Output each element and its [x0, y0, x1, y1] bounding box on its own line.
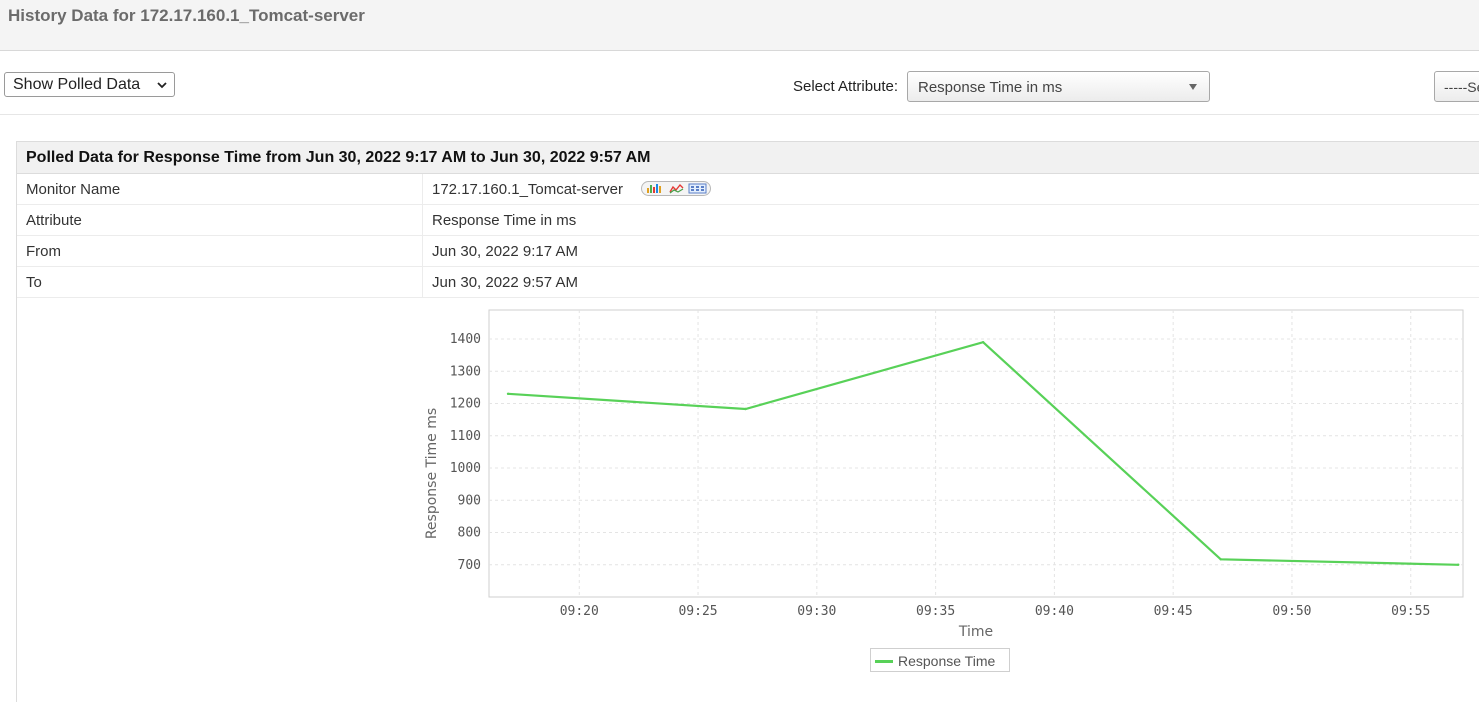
data-point	[506, 392, 510, 396]
legend-label: Response Time	[898, 653, 996, 669]
y-tick-label: 1300	[450, 364, 481, 379]
y-tick-label: 1400	[450, 332, 481, 347]
info-row-monitor-name: Monitor Name 172.17.160.1_Tomcat-server	[17, 174, 1479, 205]
legend-swatch	[875, 660, 893, 663]
data-point	[1219, 558, 1222, 561]
y-tick-label: 900	[458, 493, 481, 508]
attribute-select-value: Response Time in ms	[918, 79, 1063, 96]
y-axis-label: Response Time ms	[424, 408, 440, 539]
chart-type-switcher-icon[interactable]	[642, 182, 712, 195]
view-select[interactable]: Show Polled Data	[4, 72, 175, 97]
row-label: Monitor Name	[26, 181, 121, 198]
page-title: History Data for 172.17.160.1_Tomcat-ser…	[8, 6, 365, 25]
info-row-to: To Jun 30, 2022 9:57 AM	[17, 267, 1479, 298]
period-select-value: -----Select Period-----	[1444, 79, 1479, 95]
title-bar: History Data for 172.17.160.1_Tomcat-ser…	[0, 0, 1479, 51]
row-value: Jun 30, 2022 9:17 AM	[432, 243, 578, 260]
row-label: Attribute	[26, 212, 82, 229]
view-select-value: Show Polled Data	[13, 76, 141, 93]
chevron-down-icon	[157, 82, 167, 89]
y-tick-label: 1100	[450, 429, 481, 444]
row-value: Response Time in ms	[432, 212, 577, 229]
row-label: From	[26, 243, 61, 260]
x-tick-label: 09:30	[797, 604, 836, 619]
dropdown-arrow-icon	[1189, 84, 1197, 90]
row-label: To	[26, 274, 42, 291]
info-row-attribute: Attribute Response Time in ms	[17, 205, 1479, 236]
chart-legend[interactable]: Response Time	[870, 648, 1010, 672]
data-point	[1457, 563, 1460, 566]
data-point	[744, 407, 747, 411]
y-tick-label: 1000	[450, 461, 481, 476]
toolbar: Show Polled Data Select Attribute: Respo…	[0, 51, 1479, 115]
x-tick-label: 09:55	[1391, 604, 1430, 619]
info-row-from: From Jun 30, 2022 9:17 AM	[17, 236, 1479, 267]
chart-type-icons	[641, 181, 711, 196]
attribute-select[interactable]: Response Time in ms	[907, 71, 1210, 102]
x-axis-label: Time	[958, 624, 993, 640]
x-tick-label: 09:20	[560, 604, 599, 619]
period-select[interactable]: -----Select Period-----	[1434, 71, 1479, 102]
polled-data-panel: Polled Data for Response Time from Jun 3…	[16, 141, 1479, 702]
y-tick-label: 1200	[450, 397, 481, 412]
panel-header: Polled Data for Response Time from Jun 3…	[17, 142, 1479, 174]
row-value: 172.17.160.1_Tomcat-server	[432, 181, 623, 198]
x-tick-label: 09:50	[1272, 604, 1311, 619]
y-tick-label: 700	[458, 558, 481, 573]
x-tick-label: 09:40	[1035, 604, 1074, 619]
x-tick-label: 09:25	[678, 604, 717, 619]
data-point	[981, 341, 985, 344]
attribute-label: Select Attribute:	[793, 78, 899, 95]
y-tick-label: 800	[458, 526, 481, 541]
row-value: Jun 30, 2022 9:57 AM	[432, 274, 578, 291]
x-tick-label: 09:45	[1154, 604, 1193, 619]
plot-area	[488, 309, 1464, 598]
response-time-chart: 700 800 900 1000 1100 1200 1300 1400 09:20 09:25 0…	[424, 309, 1464, 640]
x-tick-label: 09:35	[916, 604, 955, 619]
